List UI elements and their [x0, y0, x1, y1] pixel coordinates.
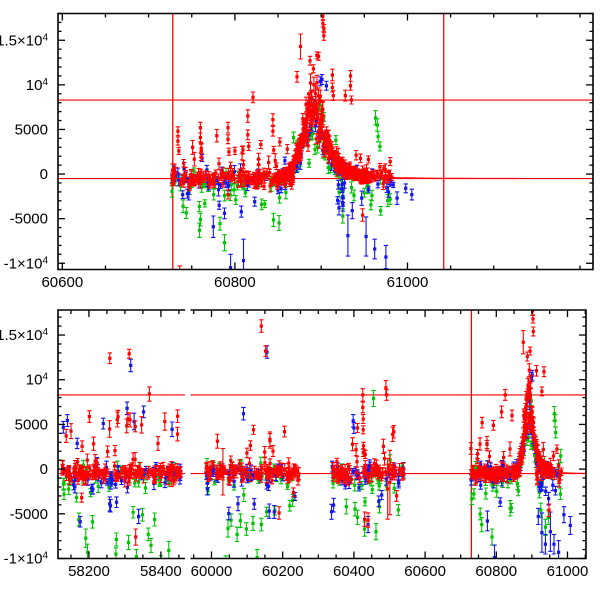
tick-label: 60600	[41, 274, 83, 291]
tick-label: 0	[40, 461, 48, 478]
tick-label: 5000	[15, 416, 48, 433]
axes: 58200 58400 60000 60200 60400 60600 60800 61000…	[0, 309, 588, 580]
blue-series	[61, 345, 573, 559]
plot-area	[58, 13, 593, 270]
red-series	[170, 13, 394, 270]
tick-label: 61000	[547, 563, 589, 580]
tick-label: 104	[26, 77, 49, 94]
tick-label: 61000	[387, 274, 429, 291]
tick-label: 58200	[68, 563, 110, 580]
plot-area	[58, 310, 586, 559]
tick-label: 1.5×104	[0, 32, 48, 49]
axes: 60600 60800 61000 1.5×104 104 5000 0 -5000 -1×10…	[0, 12, 594, 291]
bottom-panel-chart: 58200 58400 60000 60200 60400 60600 60800 61000…	[0, 309, 588, 580]
red-series	[60, 310, 564, 559]
tick-label: 60600	[404, 563, 446, 580]
tick-label: 1.5×104	[0, 327, 48, 344]
tick-label: 58400	[140, 563, 182, 580]
tick-label: -5000	[10, 211, 48, 228]
tick-label: 60200	[262, 563, 304, 580]
tick-label: 5000	[15, 121, 48, 138]
tick-label: -1×104	[4, 255, 49, 272]
tick-label: 60400	[333, 563, 375, 580]
tick-label: 60800	[214, 274, 256, 291]
green-series	[61, 389, 563, 559]
tick-label: 0	[40, 166, 48, 183]
top-panel-chart: 60600 60800 61000 1.5×104 104 5000 0 -5000 -1×10…	[0, 12, 594, 291]
tick-label: -5000	[10, 506, 48, 523]
tick-label: 60800	[475, 563, 517, 580]
tick-label: 104	[26, 372, 49, 389]
tick-label: -1×104	[4, 551, 49, 568]
tick-label: 60000	[191, 563, 233, 580]
